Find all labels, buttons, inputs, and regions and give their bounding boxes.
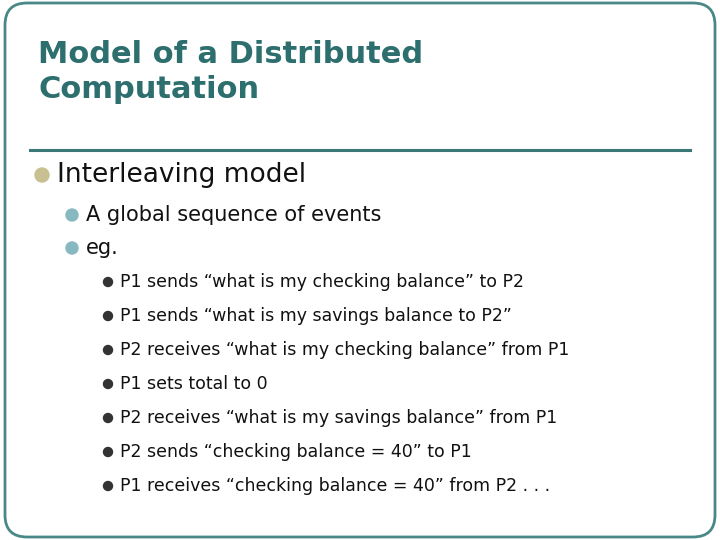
Text: P2 receives “what is my savings balance” from P1: P2 receives “what is my savings balance”… [120, 409, 557, 427]
Text: eg.: eg. [86, 238, 119, 258]
Text: P1 sends “what is my checking balance” to P2: P1 sends “what is my checking balance” t… [120, 273, 524, 291]
Circle shape [104, 482, 112, 490]
Text: P1 receives “checking balance = 40” from P2 . . .: P1 receives “checking balance = 40” from… [120, 477, 550, 495]
Circle shape [104, 380, 112, 388]
Text: Model of a Distributed
Computation: Model of a Distributed Computation [38, 40, 423, 104]
Text: P2 sends “checking balance = 40” to P1: P2 sends “checking balance = 40” to P1 [120, 443, 472, 461]
Text: P2 receives “what is my checking balance” from P1: P2 receives “what is my checking balance… [120, 341, 570, 359]
FancyBboxPatch shape [5, 3, 715, 537]
Circle shape [104, 346, 112, 354]
Text: P1 sends “what is my savings balance to P2”: P1 sends “what is my savings balance to … [120, 307, 512, 325]
Circle shape [66, 209, 78, 221]
Text: Interleaving model: Interleaving model [57, 162, 306, 188]
Circle shape [104, 278, 112, 287]
Circle shape [104, 312, 112, 321]
Circle shape [104, 448, 112, 456]
Circle shape [104, 414, 112, 422]
Text: P1 sets total to 0: P1 sets total to 0 [120, 375, 268, 393]
Circle shape [35, 168, 49, 182]
Circle shape [66, 242, 78, 254]
Text: A global sequence of events: A global sequence of events [86, 205, 382, 225]
